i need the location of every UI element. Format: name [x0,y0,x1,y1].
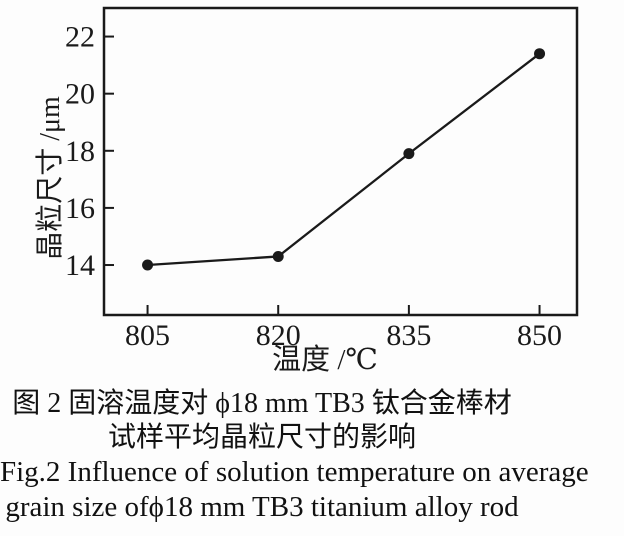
y-tick-label: 16 [65,192,95,225]
x-tick-label: 820 [256,319,301,352]
grain-size-line-chart: 14 16 18 20 22 805 820 835 850 温度 /℃ 晶粒尺寸 /μm [34,6,579,376]
x-axis-label: 温度 /℃ [272,343,378,376]
y-tick-label: 14 [65,249,95,282]
y-tick-label: 18 [65,135,95,168]
data-line [147,52,541,267]
x-tick-label: 835 [386,319,431,352]
y-axis-label: 晶粒尺寸 /μm [34,96,66,260]
caption-zh-line1: 图 2 固溶温度对 ϕ18 mm TB3 钛合金棒材 [12,388,512,419]
caption-en-line1: Fig.2 Influence of solution temperature … [0,456,589,488]
caption-en-line2: grain size ofϕ18 mm TB3 titanium alloy r… [5,491,519,523]
caption-zh-line2: 试样平均晶粒尺寸的影响 [107,422,416,453]
y-tick-label: 20 [65,78,95,111]
plot-frame [102,6,579,317]
data-point [534,48,546,60]
figure-caption: 图 2 固溶温度对 ϕ18 mm TB3 钛合金棒材 试样平均晶粒尺寸的影响 F… [0,387,589,525]
x-tick-label: 805 [125,319,170,352]
data-point [403,148,415,160]
y-tick-label: 22 [65,21,95,54]
data-point [142,259,154,271]
x-tick-label: 850 [517,319,562,352]
data-point [272,250,284,262]
